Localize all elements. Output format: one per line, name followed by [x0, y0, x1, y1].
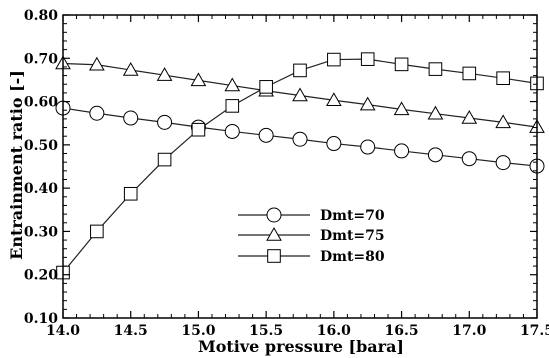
series-1-point — [89, 105, 105, 121]
plot-area — [55, 52, 545, 280]
series-1-point — [326, 136, 342, 152]
series-1-point — [427, 147, 443, 163]
series-2-point — [359, 96, 376, 111]
series-1-point — [157, 114, 173, 130]
legend: Dmt=70 Dmt=75 Dmt=80 — [238, 207, 385, 265]
series-2-point — [292, 87, 308, 102]
legend-marker-2 — [266, 226, 282, 241]
legend-label-1: Dmt=70 — [320, 208, 385, 224]
x-tick-label: 14.0 — [46, 323, 80, 339]
y-tick-label: 0.20 — [24, 268, 58, 284]
y-tick-label: 0.40 — [24, 181, 58, 197]
series-2-point — [88, 56, 105, 71]
series-1-point — [292, 131, 308, 147]
series-3-point — [90, 224, 104, 239]
y-tick-label: 0.10 — [24, 311, 58, 327]
series-3-point — [428, 62, 443, 76]
y-tick-label: 0.50 — [24, 138, 58, 154]
series-1-point — [123, 110, 139, 126]
x-tick-label: 15.5 — [249, 323, 283, 339]
y-tick-label: 0.70 — [24, 51, 58, 67]
series-3-point — [191, 122, 206, 137]
series-2-point — [224, 77, 241, 92]
series-2-point — [495, 114, 512, 129]
x-tick-label: 15.0 — [181, 323, 215, 339]
series-2-point — [156, 67, 173, 81]
legend-label-2: Dmt=75 — [320, 228, 385, 244]
series-2-point — [190, 72, 207, 87]
series-1-point — [360, 139, 376, 155]
series-3-point — [496, 71, 510, 85]
y-tick-label: 0.30 — [24, 224, 58, 240]
axes: 14.0 14.5 15.0 15.5 16.0 16.5 17.0 17.5 0.10 0.20… — [24, 8, 549, 339]
series-3-point — [225, 99, 240, 113]
plot-frame — [62, 14, 538, 319]
series-3-point — [157, 152, 172, 167]
series-1-point — [258, 127, 274, 143]
series-2-point — [461, 110, 478, 124]
legend-marker-1 — [266, 207, 282, 223]
series-3-point — [394, 57, 409, 72]
y-axis-title: Entrainment ratio [-] — [7, 70, 26, 260]
series-1-point — [224, 123, 240, 139]
series-3-point — [259, 80, 273, 94]
x-tick-label: 17.0 — [452, 323, 486, 339]
series-2-point — [393, 101, 410, 116]
series-3-point — [327, 52, 341, 67]
y-tick-label: 0.60 — [24, 95, 58, 111]
series-2-point — [427, 105, 444, 120]
y-tick-label: 0.80 — [24, 8, 58, 24]
legend-marker-3 — [267, 249, 281, 263]
x-tick-label: 14.5 — [114, 323, 148, 339]
series-3-point — [123, 186, 138, 201]
series-3-point — [360, 52, 375, 66]
series-2-point — [325, 92, 342, 107]
series-1-point — [495, 155, 511, 171]
series-1-point — [394, 143, 410, 159]
x-axis-title: Motive pressure [bara] — [198, 337, 404, 356]
legend-label-3: Dmt=80 — [320, 249, 385, 265]
x-tick-label: 17.5 — [520, 323, 549, 339]
series-1-point — [461, 151, 477, 167]
x-tick-label: 16.0 — [317, 323, 351, 339]
x-tick-label: 16.5 — [385, 323, 419, 339]
series-2-point — [122, 61, 139, 76]
series-3-point — [293, 63, 307, 78]
series-3-point — [462, 66, 477, 81]
